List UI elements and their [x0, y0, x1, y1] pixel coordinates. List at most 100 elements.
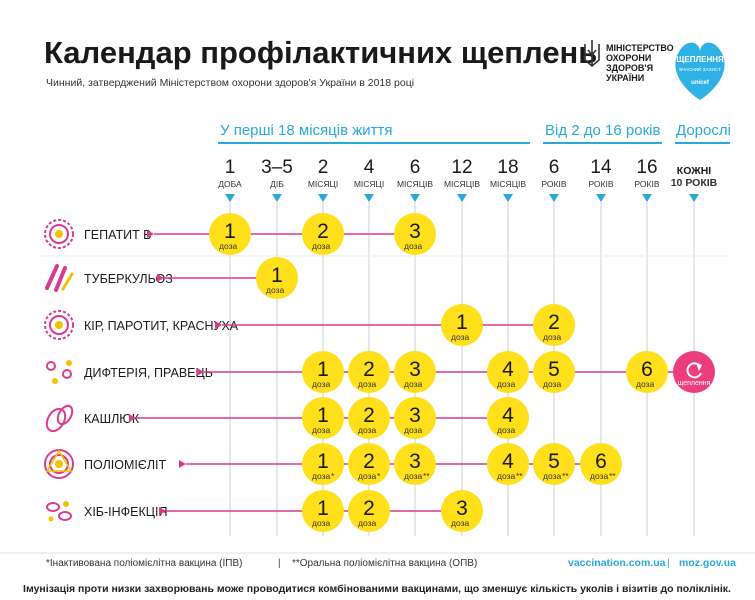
disease-row: КІР, ПАРОТИТ, КРАСНУХА — [44, 310, 554, 340]
dose-label: доза — [543, 332, 561, 342]
dose-number: 3 — [456, 497, 468, 520]
dose-circle — [394, 213, 436, 255]
dose-number: 2 — [363, 404, 375, 427]
dose-number: 4 — [502, 404, 514, 427]
dose-circle — [487, 397, 529, 439]
age-number: 1 — [225, 157, 236, 178]
footnote-separator: | — [278, 558, 281, 569]
dose-footnote-mark: * — [377, 471, 381, 481]
measles-virus-icon — [44, 310, 74, 340]
age-number: 6 — [410, 157, 421, 178]
dose-label: доза — [219, 241, 237, 251]
age-number: 14 — [590, 157, 612, 178]
partner-badge: ЩЕПЛЕННЯ ВЧАСНИЙ ЗАХИСТ unicef — [675, 42, 725, 100]
dose-label: доза — [543, 471, 561, 481]
dose-label: доза — [497, 425, 515, 435]
disease-row: КАШЛЮК — [45, 404, 508, 433]
ministry-line: УКРАЇНИ — [606, 73, 644, 83]
pertussis-bacteria-icon — [45, 404, 74, 433]
disease-name: КІР, ПАРОТИТ, КРАСНУХА — [84, 319, 239, 333]
age-unit: МІСЯЦІВ — [490, 179, 526, 189]
hib-bacteria-icon — [46, 501, 72, 522]
revaccination-label: щеплення — [678, 380, 711, 387]
age-unit: ДІБ — [270, 179, 284, 189]
disease-name: КАШЛЮК — [84, 412, 140, 426]
column-marker — [642, 194, 652, 202]
disease-name: ТУБЕРКУЛЬОЗ — [84, 272, 173, 286]
age-unit: ДОБА — [218, 179, 242, 189]
age-group-label: Від 2 до 16 років — [545, 122, 660, 139]
dose-number: 1 — [317, 497, 329, 520]
age-number: 12 — [451, 157, 472, 178]
column-marker — [457, 194, 467, 202]
column-marker — [549, 194, 559, 202]
dose-circle — [533, 443, 575, 485]
page-title: Календар профілактичних щеплень — [44, 35, 597, 70]
hepatitis-b-virus-icon — [44, 219, 74, 249]
dose-label: доза — [404, 425, 422, 435]
timeline-arrow — [159, 507, 166, 515]
footnote-opv: **Оральна поліомієлітна вакцина (ОПВ) — [292, 558, 477, 569]
age-unit: РОКІВ — [588, 179, 613, 189]
dose-label: доза — [636, 379, 654, 389]
dose-label: доза — [358, 379, 376, 389]
age-unit: МІСЯЦІ — [308, 179, 338, 189]
dose-number: 3 — [409, 220, 421, 243]
column-marker — [225, 194, 235, 202]
dose-label: доза — [266, 285, 284, 295]
polio-virus-icon — [44, 449, 74, 479]
dose-label: доза — [404, 471, 422, 481]
dose-circle — [302, 351, 344, 393]
ministry-logo: МІНІСТЕРСТВО ОХОРОНИ ЗДОРОВ'Я УКРАЇНИ — [584, 40, 674, 83]
dose-number: 4 — [502, 358, 514, 381]
column-marker — [410, 194, 420, 202]
dose-circle — [441, 490, 483, 532]
dose-label: доза — [312, 471, 330, 481]
dose-number: 5 — [548, 450, 560, 473]
dose-number: 1 — [271, 264, 283, 287]
dose-circle — [256, 257, 298, 299]
column-marker — [503, 194, 513, 202]
dose-circle — [348, 443, 390, 485]
age-header: У перші 18 місяців життя Від 2 до 16 рокі… — [218, 122, 731, 202]
dose-label: доза — [543, 379, 561, 389]
dose-label: доза — [497, 379, 515, 389]
dose-footnote-mark: * — [331, 471, 335, 481]
dose-circle — [394, 397, 436, 439]
age-number: 6 — [549, 157, 560, 178]
badge-subtitle: ВЧАСНИЙ ЗАХИСТ — [679, 65, 721, 72]
footnote-ipv: *Інактивована поліомієлітна вакцина (ІПВ… — [46, 558, 242, 569]
age-unit: МІСЯЦІ — [354, 179, 384, 189]
dose-number: 6 — [595, 450, 607, 473]
age-unit: МІСЯЦІВ — [397, 179, 433, 189]
age-group-label: Дорослі — [676, 122, 731, 139]
dose-circle — [580, 443, 622, 485]
link-moz[interactable]: moz.gov.ua — [679, 557, 736, 569]
timeline-arrow — [179, 460, 186, 468]
age-number: 16 — [636, 157, 657, 178]
disease-row: ДИФТЕРІЯ, ПРАВЕЦЬ — [46, 360, 694, 384]
age-number: 4 — [364, 157, 375, 178]
dose-footnote-mark: ** — [609, 471, 616, 481]
tuberculosis-bacteria-icon — [45, 264, 74, 292]
column-marker — [689, 194, 699, 202]
age-unit: 10 РОКІВ — [671, 177, 718, 189]
refresh-icon — [686, 362, 702, 379]
ministry-line: ОХОРОНИ — [606, 53, 651, 63]
link-vaccination[interactable]: vaccination.com.ua — [568, 557, 666, 569]
dose-number: 6 — [641, 358, 653, 381]
dose-circle — [302, 490, 344, 532]
dose-circle — [394, 351, 436, 393]
